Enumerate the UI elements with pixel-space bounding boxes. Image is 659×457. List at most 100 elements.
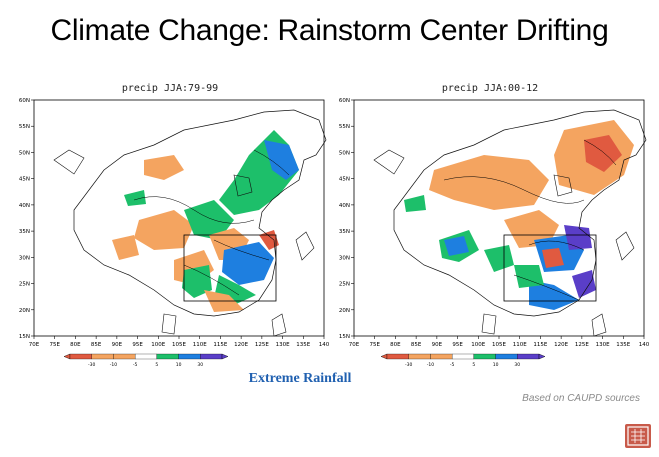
contour-line bbox=[213, 239, 270, 261]
precip-patch-wet bbox=[124, 190, 146, 206]
slide-title: Climate Change: Rainstorm Center Driftin… bbox=[50, 14, 609, 47]
legend-arrow-left bbox=[380, 353, 388, 360]
y-tick-label: 35N bbox=[19, 229, 30, 235]
x-tick-label: 100E bbox=[151, 342, 165, 346]
contour-line bbox=[513, 274, 580, 301]
island-outline bbox=[53, 149, 85, 175]
precip-patch-dry bbox=[429, 155, 549, 210]
y-tick-label: 35N bbox=[339, 229, 350, 235]
legend-label: -10 bbox=[110, 362, 117, 368]
precip-patch-very-wet bbox=[222, 242, 274, 285]
x-tick-label: 85E bbox=[91, 342, 102, 346]
precip-patch-wet bbox=[484, 245, 514, 272]
x-tick-label: 70E bbox=[349, 342, 360, 346]
x-tick-label: 110E bbox=[513, 342, 527, 346]
x-tick-label: 80E bbox=[390, 342, 401, 346]
legend-swatch bbox=[451, 353, 475, 360]
island-outline bbox=[615, 231, 635, 261]
legend-label: -5 bbox=[450, 362, 455, 368]
legend-label: -10 bbox=[427, 362, 434, 368]
x-tick-label: 95E bbox=[452, 342, 463, 346]
precip-patch-dry bbox=[144, 155, 184, 180]
extreme-rainfall-caption: Extreme Rainfall bbox=[248, 371, 352, 386]
x-tick-label: 130E bbox=[596, 342, 610, 346]
contour-line bbox=[183, 264, 240, 296]
y-tick-label: 15N bbox=[339, 334, 350, 340]
legend-swatch bbox=[178, 353, 201, 360]
y-tick-label: 55N bbox=[19, 124, 30, 130]
logo-stamp bbox=[625, 424, 651, 448]
y-tick-label: 25N bbox=[19, 282, 30, 288]
legend-label: -30 bbox=[88, 362, 95, 368]
x-tick-label: 85E bbox=[411, 342, 422, 346]
x-tick-label: 105E bbox=[172, 342, 186, 346]
x-tick-label: 90E bbox=[432, 342, 443, 346]
precip-patch-dry bbox=[112, 235, 139, 260]
x-tick-label: 135E bbox=[616, 342, 630, 346]
y-tick-label: 40N bbox=[339, 203, 350, 209]
island-outline bbox=[481, 313, 497, 335]
island-outline bbox=[233, 174, 253, 197]
legend-arrow-right bbox=[538, 353, 546, 360]
precip-patch-dry bbox=[134, 210, 194, 250]
precip-patch-very-wet bbox=[529, 280, 579, 310]
x-tick-label: 80E bbox=[70, 342, 81, 346]
x-tick-label: 140 bbox=[319, 342, 330, 346]
x-tick-label: 95E bbox=[132, 342, 143, 346]
x-tick-label: 140 bbox=[639, 342, 650, 346]
x-tick-label: 75E bbox=[49, 342, 60, 346]
precip-patch-strong-dry bbox=[542, 248, 564, 268]
legend-swatch bbox=[200, 353, 223, 360]
island-outline bbox=[295, 231, 315, 261]
island-outline bbox=[373, 149, 405, 175]
contour-line bbox=[253, 149, 290, 176]
contour-line bbox=[443, 176, 585, 204]
map-plot-area bbox=[53, 109, 327, 337]
legend-label: 30 bbox=[197, 362, 203, 368]
precip-patch-extreme-wet bbox=[572, 270, 596, 298]
left-legend: -30 -10 -5 5 10 30 bbox=[63, 353, 229, 368]
legend-swatch bbox=[386, 353, 409, 360]
coastline bbox=[73, 109, 327, 317]
y-tick-label: 45N bbox=[339, 177, 350, 183]
legend-swatch bbox=[69, 353, 92, 360]
precip-patch-very-wet bbox=[444, 236, 469, 256]
legend-label: 10 bbox=[493, 362, 499, 368]
study-region-box bbox=[503, 234, 597, 302]
contour-line bbox=[583, 139, 617, 166]
left-map: 70E 75E 80E 85E 90E 95E 100E 105E 110E 115E 120E 12… bbox=[19, 98, 330, 346]
legend-label: -5 bbox=[133, 362, 138, 368]
y-tick-label: 15N bbox=[19, 334, 30, 340]
x-tick-label: 125E bbox=[575, 342, 589, 346]
study-region-box bbox=[183, 234, 277, 302]
legend-swatch bbox=[408, 353, 431, 360]
x-tick-label: 75E bbox=[369, 342, 380, 346]
x-tick-label: 135E bbox=[296, 342, 310, 346]
y-tick-label: 50N bbox=[339, 150, 350, 156]
y-tick-label: 20N bbox=[339, 308, 350, 314]
x-tick-label: 125E bbox=[255, 342, 269, 346]
x-tick-label: 90E bbox=[112, 342, 123, 346]
island-outline bbox=[271, 313, 287, 337]
x-tick-label: 115E bbox=[533, 342, 547, 346]
right-map: 70E 75E 80E 85E 90E 95E 100E 105E 110E 115E 120E 12… bbox=[339, 98, 650, 346]
contour-line bbox=[528, 240, 585, 251]
legend-label: 5 bbox=[472, 362, 475, 368]
legend-swatch bbox=[134, 353, 158, 360]
legend-arrow-right bbox=[221, 353, 229, 360]
x-tick-label: 115E bbox=[213, 342, 227, 346]
precip-patch-very-wet bbox=[264, 140, 299, 180]
y-tick-label: 25N bbox=[339, 282, 350, 288]
legend-swatch bbox=[430, 353, 453, 360]
precip-patch-extreme-wet bbox=[564, 225, 592, 250]
precip-patch-wet bbox=[182, 265, 212, 298]
legend-swatch bbox=[517, 353, 540, 360]
y-tick-label: 20N bbox=[19, 308, 30, 314]
island-outline bbox=[591, 313, 607, 337]
x-tick-label: 120E bbox=[554, 342, 568, 346]
legend-swatch bbox=[495, 353, 518, 360]
legend-arrow-left bbox=[63, 353, 71, 360]
y-tick-label: 30N bbox=[19, 255, 30, 261]
right-map-title: precip JJA:00-12 bbox=[441, 83, 539, 94]
x-tick-label: 110E bbox=[193, 342, 207, 346]
